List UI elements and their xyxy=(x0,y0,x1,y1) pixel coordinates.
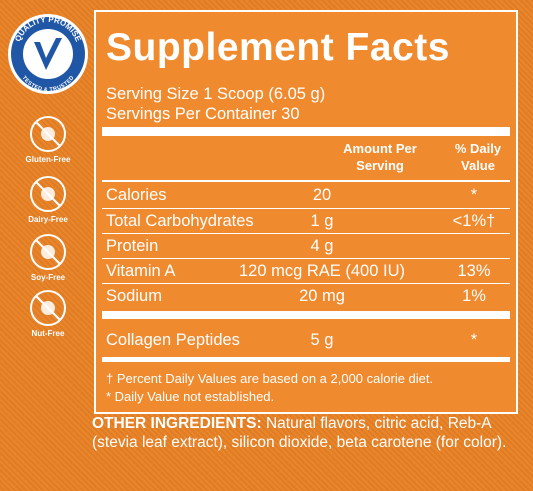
footnote: † Percent Daily Values are based on a 2,… xyxy=(106,371,434,386)
nutrient-amount: 120 mcg RAE (400 IU) xyxy=(239,262,405,280)
nutrient-amount: 20 xyxy=(312,186,332,204)
badge-label: Soy-Free xyxy=(31,273,66,282)
badge-circle xyxy=(30,234,66,270)
nutrient-amount: 5 g xyxy=(310,331,334,349)
fact-row: Protein 4 g xyxy=(102,233,510,259)
diet-badge: Nut-Free xyxy=(30,290,66,338)
badge-slash xyxy=(35,181,61,207)
fact-row: Vitamin A 120 mcg RAE (400 IU) 13% xyxy=(102,258,510,284)
amount-header: Amount Per Serving xyxy=(343,141,417,173)
badge-label: Gluten-Free xyxy=(26,155,71,164)
thin-rule xyxy=(102,180,510,182)
diet-badge: Soy-Free xyxy=(30,234,66,282)
badge-column: QUALITY PROMISE TESTED & TRUSTED Gluten-… xyxy=(8,14,88,338)
nutrient-name: Protein xyxy=(106,237,159,255)
fact-row: Sodium 20 mg 1% xyxy=(102,283,510,309)
facts-title: Supplement Facts xyxy=(106,26,450,69)
diet-badge: Dairy-Free xyxy=(28,176,68,224)
badge-circle xyxy=(30,176,66,212)
ingredients-label: OTHER INGREDIENTS: xyxy=(92,415,262,432)
fact-row: Calories 20 * xyxy=(102,183,510,208)
nutrient-name: Total Carbohydrates xyxy=(106,212,254,230)
badge-slash xyxy=(35,121,61,147)
badge-slash xyxy=(35,295,61,321)
badge-slash xyxy=(35,239,61,265)
fact-row: Total Carbohydrates 1 g <1%† xyxy=(102,208,510,234)
nutrient-name: Calories xyxy=(106,186,167,204)
nutrient-name: Collagen Peptides xyxy=(106,331,240,349)
servings-per-container: Servings Per Container 30 xyxy=(106,105,300,123)
other-ingredients: OTHER INGREDIENTS: Natural flavors, citr… xyxy=(92,414,522,452)
nutrient-dv: 1% xyxy=(462,287,486,305)
nutrient-amount: 1 g xyxy=(310,212,334,230)
nutrient-name: Sodium xyxy=(106,287,162,305)
facts-panel: Supplement Facts Serving Size 1 Scoop (6… xyxy=(94,10,518,414)
nutrient-name: Vitamin A xyxy=(106,262,176,280)
nutrient-dv: * xyxy=(470,186,478,204)
nutrient-dv: 13% xyxy=(457,262,491,280)
serving-size: Serving Size 1 Scoop (6.05 g) xyxy=(106,85,326,103)
nutrient-amount: 20 mg xyxy=(299,287,345,305)
quality-badge: QUALITY PROMISE TESTED & TRUSTED xyxy=(8,14,88,94)
badge-label: Nut-Free xyxy=(32,329,65,338)
footnote: * Daily Value not established. xyxy=(106,389,275,404)
fact-row: Collagen Peptides 5 g * xyxy=(102,328,510,353)
nutrient-dv: * xyxy=(470,331,478,349)
badge-label: Dairy-Free xyxy=(28,215,68,224)
diet-badge: Gluten-Free xyxy=(26,116,71,164)
nutrient-amount: 4 g xyxy=(310,237,334,255)
badge-circle xyxy=(30,116,66,152)
thick-rule xyxy=(102,127,510,136)
nutrient-dv: <1%† xyxy=(452,212,496,230)
dv-header: % Daily Value xyxy=(454,141,502,173)
badge-circle xyxy=(30,290,66,326)
ingredients-text: Natural flavors, citric acid, Reb-A (ste… xyxy=(92,415,507,451)
thick-rule xyxy=(102,311,510,319)
thick-rule xyxy=(102,357,510,362)
